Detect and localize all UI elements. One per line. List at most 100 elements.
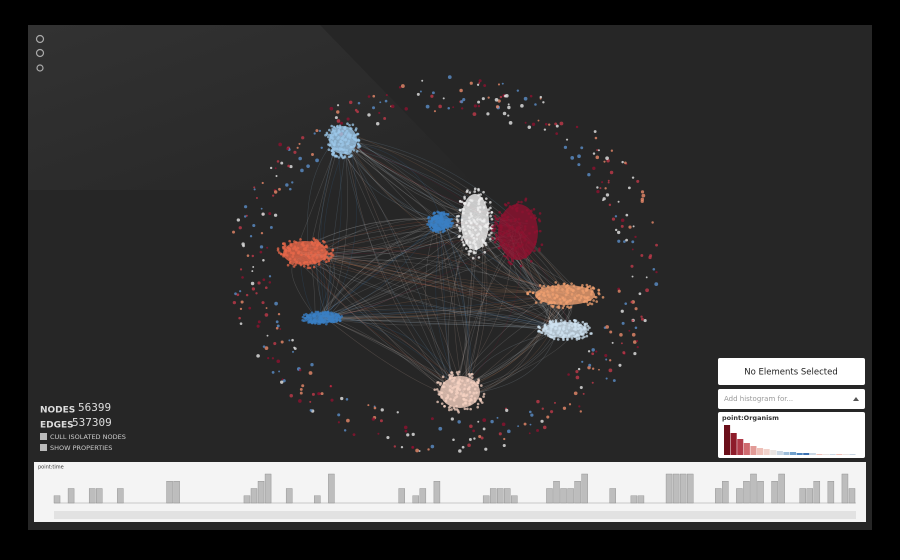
- checkbox[interactable]: [40, 433, 47, 440]
- node: [455, 408, 459, 411]
- node: [534, 301, 538, 304]
- node: [357, 101, 361, 105]
- node: [524, 197, 528, 201]
- node: [325, 245, 329, 249]
- node: [390, 104, 395, 109]
- node: [377, 432, 380, 435]
- node: [502, 443, 506, 448]
- node: [551, 305, 555, 309]
- node: [482, 392, 486, 396]
- edge: [308, 256, 572, 327]
- node: [313, 132, 316, 135]
- edge: [308, 257, 561, 300]
- edge: [303, 229, 512, 251]
- node: [596, 190, 600, 194]
- node: [605, 358, 608, 361]
- node: [507, 103, 510, 106]
- node: [610, 149, 614, 152]
- node: [275, 320, 279, 324]
- node: [652, 267, 656, 271]
- timeline-bar: [314, 495, 321, 504]
- node: [441, 375, 445, 379]
- node: [480, 384, 483, 387]
- histogram-select[interactable]: [718, 389, 865, 409]
- node: [621, 160, 624, 164]
- node: [570, 156, 575, 160]
- node: [421, 79, 424, 82]
- node: [540, 419, 544, 423]
- zoom-controls[interactable]: [35, 34, 45, 72]
- node: [346, 117, 350, 121]
- node: [311, 392, 315, 396]
- node: [256, 354, 260, 358]
- node: [251, 254, 255, 258]
- node: [524, 121, 527, 124]
- node: [620, 218, 625, 222]
- node: [337, 318, 341, 322]
- node: [455, 371, 459, 374]
- node: [477, 188, 480, 192]
- node: [336, 119, 341, 123]
- option-label[interactable]: SHOW PROPERTIES: [50, 444, 112, 452]
- node: [312, 237, 316, 240]
- node: [480, 436, 484, 440]
- node: [309, 409, 313, 412]
- node: [435, 388, 439, 391]
- edge: [327, 295, 558, 319]
- edge: [326, 233, 470, 319]
- node: [505, 408, 509, 412]
- node: [482, 418, 487, 423]
- checkbox[interactable]: [40, 444, 47, 451]
- node: [280, 252, 283, 256]
- edge: [440, 222, 452, 390]
- node: [458, 208, 462, 212]
- zoom-out[interactable]: [35, 48, 45, 58]
- node: [622, 351, 626, 355]
- timeline-bar: [166, 481, 173, 504]
- node: [234, 292, 237, 296]
- timeline-bar: [609, 488, 617, 504]
- node: [625, 213, 629, 217]
- timeline-bar: [757, 481, 764, 504]
- node: [400, 445, 404, 449]
- node: [317, 392, 321, 396]
- node: [285, 183, 289, 187]
- node: [419, 90, 422, 93]
- node: [291, 262, 294, 266]
- edge: [321, 298, 556, 319]
- node: [538, 212, 542, 215]
- node: [384, 99, 388, 103]
- node: [651, 221, 654, 224]
- recenter[interactable]: [36, 64, 44, 72]
- node: [591, 348, 595, 352]
- dropdown-arrow[interactable]: [853, 397, 859, 401]
- node: [498, 211, 501, 214]
- node: [480, 401, 484, 404]
- node: [351, 123, 355, 127]
- node: [534, 103, 537, 106]
- histogram-placeholder[interactable]: Add histogram for...: [724, 395, 793, 403]
- node: [298, 368, 302, 372]
- node: [620, 309, 624, 313]
- node: [268, 275, 272, 278]
- node: [591, 367, 595, 370]
- zoom-in[interactable]: [35, 34, 45, 44]
- node: [349, 155, 352, 158]
- node: [276, 359, 281, 364]
- option-label[interactable]: CULL ISOLATED NODES: [50, 433, 126, 441]
- node: [573, 319, 577, 322]
- node: [286, 263, 290, 267]
- node: [465, 247, 468, 250]
- node: [433, 388, 437, 391]
- node: [262, 345, 266, 348]
- edge: [318, 221, 436, 317]
- node: [288, 239, 291, 243]
- node: [418, 450, 421, 452]
- edge: [443, 220, 466, 386]
- node: [587, 365, 591, 370]
- node: [346, 418, 350, 423]
- cluster: [535, 285, 595, 305]
- node: [503, 437, 506, 441]
- node: [573, 391, 578, 396]
- edge: [347, 144, 509, 246]
